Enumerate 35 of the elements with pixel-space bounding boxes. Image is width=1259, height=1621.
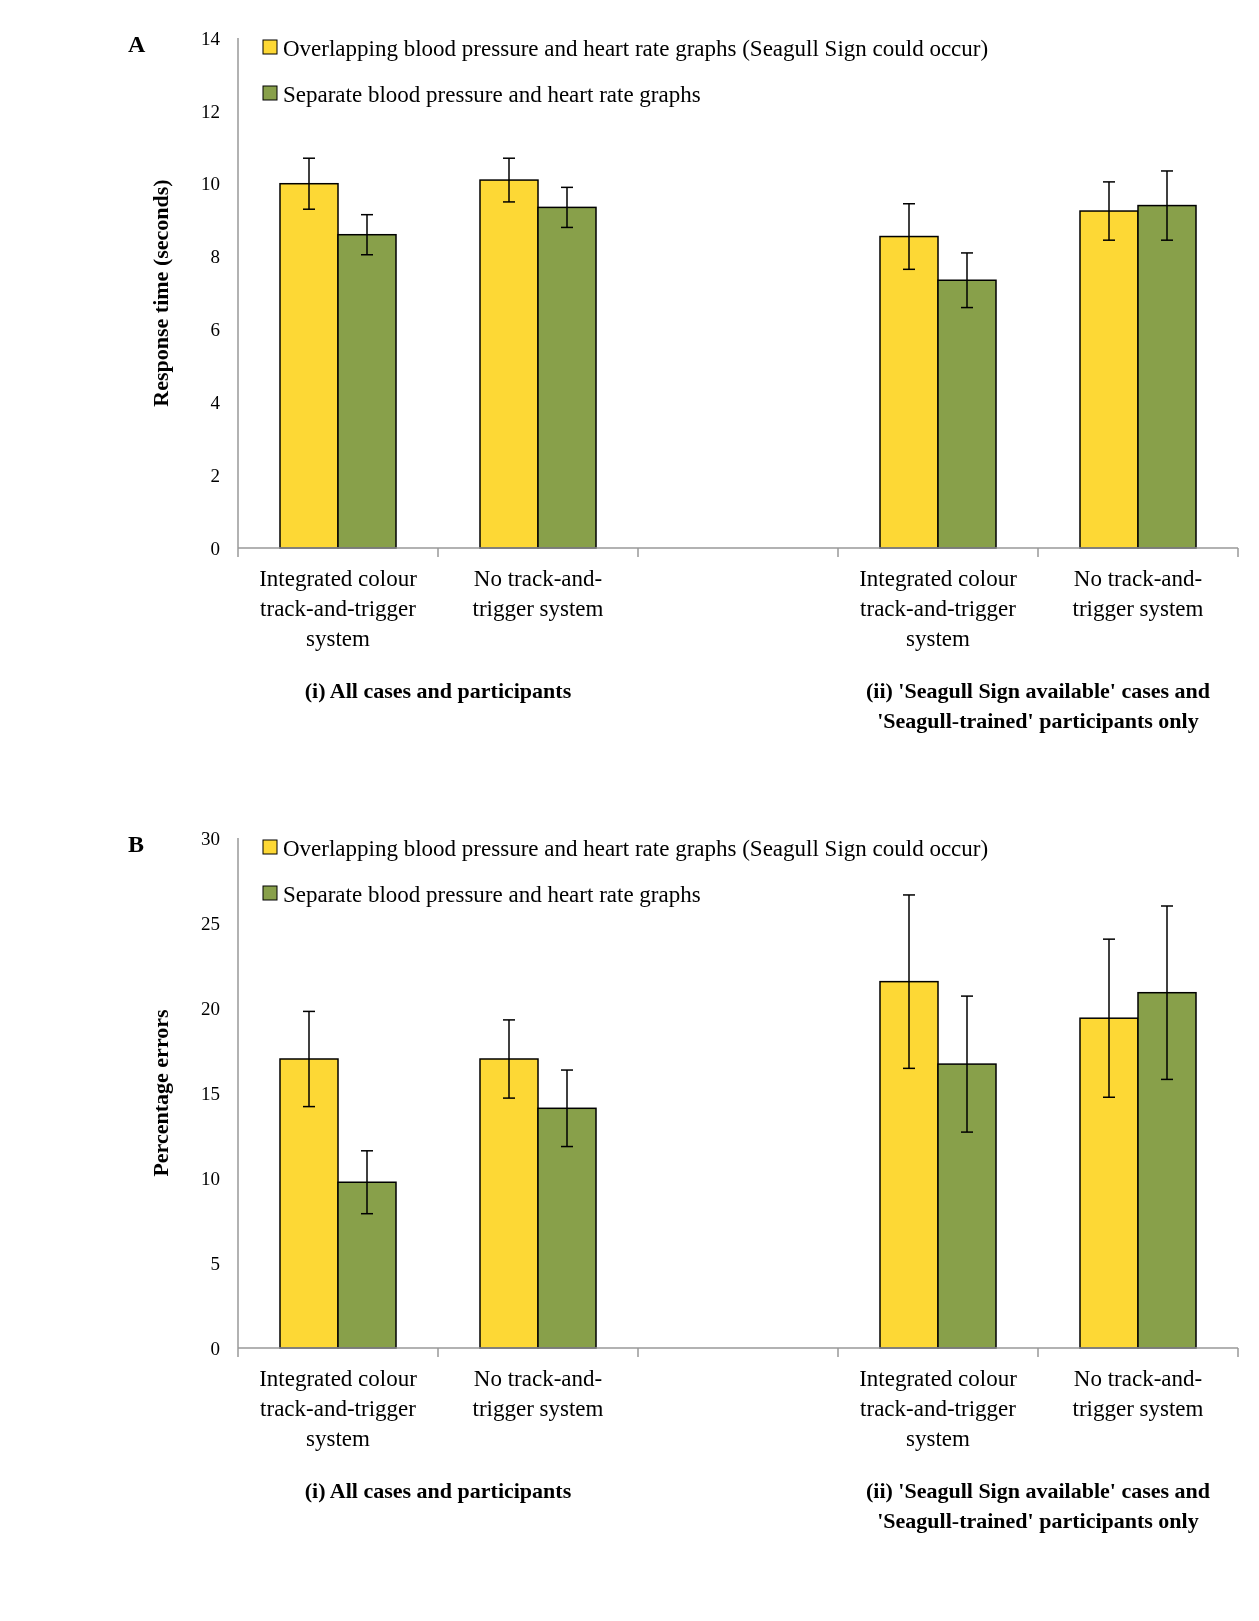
x-tick-label: Integrated colour track-and-trigger system — [859, 566, 1018, 651]
y-axis-title: Percentage errors — [148, 1008, 173, 1177]
chart-title: B — [128, 831, 145, 857]
x-tick-label: No track-and-trigger system — [1072, 1366, 1204, 1421]
legend-label: Separate blood pressure and heart rate graphs — [283, 882, 701, 908]
y-axis-title: Response time (seconds) — [148, 179, 173, 407]
y-tick-label: 12 — [201, 100, 220, 122]
y-tick-label: 5 — [210, 1252, 220, 1274]
x-tick-label: Integrated colour track-and-trigger system — [259, 566, 418, 651]
y-tick-label: 2 — [210, 464, 220, 486]
legend-label: Separate blood pressure and heart rate graphs — [283, 82, 701, 108]
y-tick-label: 0 — [210, 1337, 220, 1359]
x-tick-label: No track-and-trigger system — [472, 1366, 604, 1421]
y-tick-label: 25 — [201, 912, 220, 934]
text: (ii) 'Seagull Sign available' cases and 'Seagull-trained' participants only — [865, 1478, 1211, 1533]
y-tick-label: 14 — [201, 27, 221, 49]
y-tick-label: 15 — [201, 1082, 220, 1104]
x-tick-label: Integrated colour track-and-trigger system — [859, 1366, 1018, 1451]
text: (i) All cases and participants — [304, 678, 572, 703]
text: (ii) 'Seagull Sign available' cases and 'Seagull-trained' participants only — [865, 678, 1211, 733]
legend-label: Overlapping blood pressure and heart rate graphs (Seagull Sign could occur) — [283, 836, 989, 862]
y-tick-label: 30 — [201, 827, 220, 849]
x-tick-label: Integrated colour track-and-trigger system — [259, 1366, 418, 1451]
legend-label: Overlapping blood pressure and heart rate graphs (Seagull Sign could occur) — [283, 36, 989, 62]
y-tick-label: 10 — [201, 1167, 220, 1189]
y-tick-label: 6 — [210, 319, 220, 341]
text: (i) All cases and participants — [304, 1478, 572, 1503]
x-tick-label: No track-and-trigger system — [1072, 566, 1204, 621]
y-tick-label: 10 — [201, 173, 220, 195]
y-tick-label: 0 — [210, 537, 220, 559]
y-tick-label: 4 — [210, 391, 221, 413]
chart-title: A — [128, 31, 146, 57]
y-tick-label: 20 — [201, 997, 220, 1019]
y-tick-label: 8 — [210, 246, 220, 268]
x-tick-label: No track-and-trigger system — [472, 566, 604, 621]
